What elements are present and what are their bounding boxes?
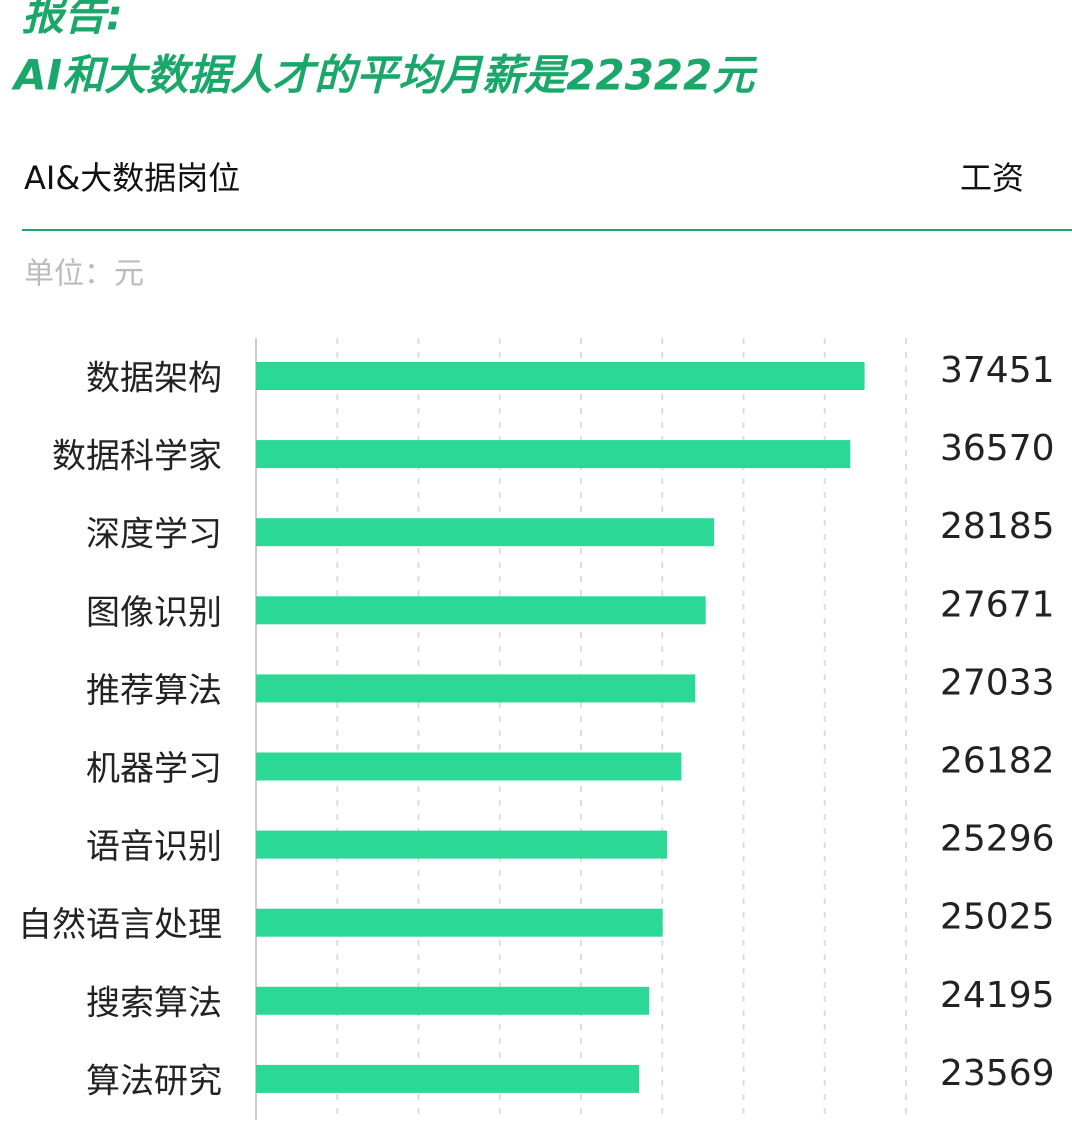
- chart-subtitle: AI和大数据人才的平均月薪是22322元: [11, 51, 758, 100]
- value-label: 23569: [940, 1053, 1055, 1094]
- bar: [256, 1064, 639, 1093]
- value-label: 27033: [940, 662, 1055, 703]
- bar: [256, 518, 715, 547]
- chart-title: 报告:: [22, 0, 123, 40]
- bar: [256, 830, 668, 859]
- value-label: 37451: [940, 350, 1055, 391]
- value-label: 26182: [940, 741, 1055, 782]
- category-label: 深度学习: [86, 515, 222, 555]
- bar: [256, 596, 706, 625]
- value-label: 25025: [940, 897, 1055, 938]
- category-label: 图像识别: [86, 593, 222, 633]
- bar: [256, 674, 696, 703]
- category-header: AI&大数据岗位: [24, 159, 240, 197]
- value-label: 24195: [940, 975, 1055, 1016]
- category-label: 数据架构: [86, 359, 222, 399]
- value-header: 工资: [960, 159, 1024, 197]
- category-label: 算法研究: [86, 1061, 222, 1101]
- value-label: 28185: [940, 506, 1055, 547]
- category-label: 数据科学家: [52, 437, 222, 477]
- bar: [256, 362, 865, 390]
- value-label: 36570: [940, 428, 1055, 469]
- value-label: 25296: [940, 819, 1055, 860]
- unit-label: 单位：元: [24, 257, 144, 292]
- bar: [256, 908, 663, 937]
- bar: [256, 752, 682, 781]
- category-label: 自然语言处理: [18, 905, 222, 945]
- category-label: 搜索算法: [86, 983, 222, 1023]
- category-label: 语音识别: [86, 827, 222, 867]
- bar: [256, 986, 650, 1015]
- value-label: 27671: [940, 584, 1055, 625]
- category-label: 推荐算法: [86, 671, 222, 711]
- bar: [256, 440, 851, 469]
- category-label: 机器学习: [86, 749, 222, 789]
